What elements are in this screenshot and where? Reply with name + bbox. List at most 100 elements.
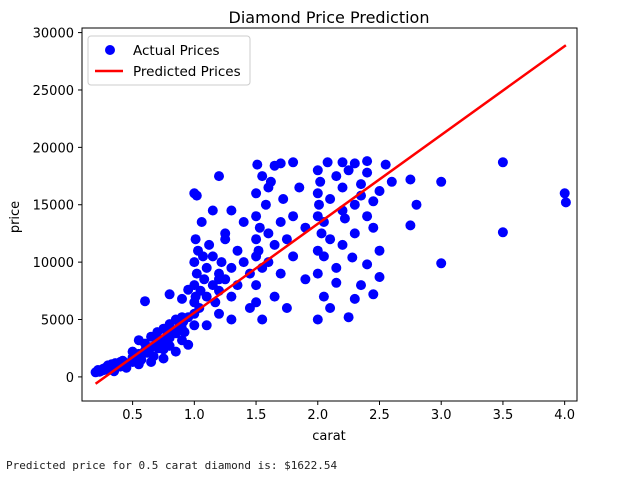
- data-point: [199, 274, 210, 285]
- data-point: [263, 257, 274, 268]
- x-tick-label: 2.0: [307, 408, 328, 423]
- data-point: [316, 228, 327, 239]
- data-point: [253, 245, 264, 256]
- data-point: [257, 171, 268, 182]
- data-point: [315, 176, 326, 187]
- data-point: [411, 199, 422, 210]
- x-axis-label: carat: [312, 429, 346, 444]
- data-point: [362, 156, 373, 167]
- data-point: [251, 188, 262, 199]
- data-point: [201, 262, 212, 273]
- data-point: [158, 353, 169, 364]
- data-point: [331, 277, 342, 288]
- data-point: [220, 234, 231, 245]
- data-point: [201, 291, 212, 302]
- data-point: [226, 205, 237, 216]
- data-point: [288, 157, 299, 168]
- data-point: [269, 291, 280, 302]
- data-point: [331, 262, 342, 273]
- prediction-output: Predicted price for 0.5 carat diamond is…: [6, 459, 338, 472]
- data-point: [560, 197, 571, 208]
- data-point: [260, 199, 271, 210]
- data-point: [121, 362, 132, 373]
- data-point: [278, 194, 289, 204]
- y-axis-label: price: [8, 201, 23, 233]
- data-point: [189, 257, 200, 268]
- data-point: [312, 314, 323, 325]
- data-point: [380, 159, 391, 170]
- data-point: [191, 190, 202, 201]
- data-point: [318, 251, 329, 262]
- plot-frame: [81, 27, 578, 402]
- data-point: [177, 293, 187, 304]
- y-tick-label: 30000: [33, 27, 74, 42]
- data-point: [183, 284, 194, 295]
- data-point: [356, 179, 366, 190]
- data-point: [318, 291, 329, 302]
- data-point: [343, 312, 354, 323]
- data-point: [257, 314, 268, 325]
- data-point: [331, 171, 342, 182]
- data-point: [349, 228, 360, 239]
- data-point: [368, 222, 379, 233]
- data-point: [204, 239, 215, 250]
- x-tick-label: 3.0: [431, 408, 452, 423]
- data-point: [263, 182, 274, 193]
- data-point: [238, 257, 249, 268]
- data-point: [226, 262, 237, 273]
- data-point: [374, 186, 385, 196]
- data-point: [318, 217, 329, 227]
- data-point: [362, 211, 373, 222]
- data-point: [232, 245, 243, 256]
- y-tick-label: 25000: [33, 84, 74, 99]
- data-point: [362, 167, 373, 178]
- data-point: [368, 289, 379, 300]
- data-point: [386, 176, 397, 187]
- data-point: [238, 217, 249, 227]
- data-point: [251, 211, 262, 222]
- data-point: [497, 227, 508, 238]
- data-point: [207, 205, 218, 216]
- data-point: [300, 274, 311, 285]
- data-point: [314, 199, 324, 210]
- chart-title: Diamond Price Prediction: [229, 8, 430, 27]
- data-point: [436, 258, 447, 269]
- legend-marker-actual: [105, 45, 115, 55]
- data-point: [198, 251, 208, 262]
- y-tick-label: 10000: [33, 256, 74, 271]
- data-point: [337, 182, 348, 193]
- scatter-chart: Diamond Price Prediction 0.5 1.0 1.5 2.0 2.5…: [8, 8, 578, 444]
- data-point: [275, 268, 286, 279]
- x-tick-label: 4.0: [554, 408, 575, 423]
- data-point: [349, 293, 360, 304]
- data-point: [288, 251, 299, 262]
- data-point: [349, 158, 360, 169]
- data-point: [497, 157, 508, 168]
- data-point: [226, 291, 237, 302]
- x-tick-label: 1.0: [184, 408, 205, 423]
- data-point: [263, 228, 274, 239]
- data-point: [325, 234, 336, 245]
- data-point: [349, 199, 360, 210]
- data-point: [368, 196, 379, 207]
- data-point: [405, 220, 416, 231]
- data-point: [179, 327, 190, 338]
- data-point: [339, 213, 350, 224]
- data-point: [183, 339, 194, 350]
- data-point: [343, 165, 354, 176]
- data-point: [191, 268, 202, 279]
- data-point: [216, 257, 227, 268]
- data-point: [133, 359, 144, 370]
- legend: Actual Prices Predicted Prices: [87, 35, 251, 86]
- data-point: [207, 251, 218, 262]
- data-point: [214, 171, 224, 182]
- data-point: [294, 182, 305, 193]
- data-point: [281, 234, 292, 245]
- data-point: [201, 320, 212, 331]
- data-point: [374, 245, 385, 256]
- x-tick-label: 0.5: [122, 408, 143, 423]
- y-axis: 0 5000 10000 15000 20000 25000 30000: [33, 27, 82, 386]
- data-point: [251, 280, 262, 291]
- data-point: [362, 259, 373, 270]
- data-point: [325, 194, 336, 204]
